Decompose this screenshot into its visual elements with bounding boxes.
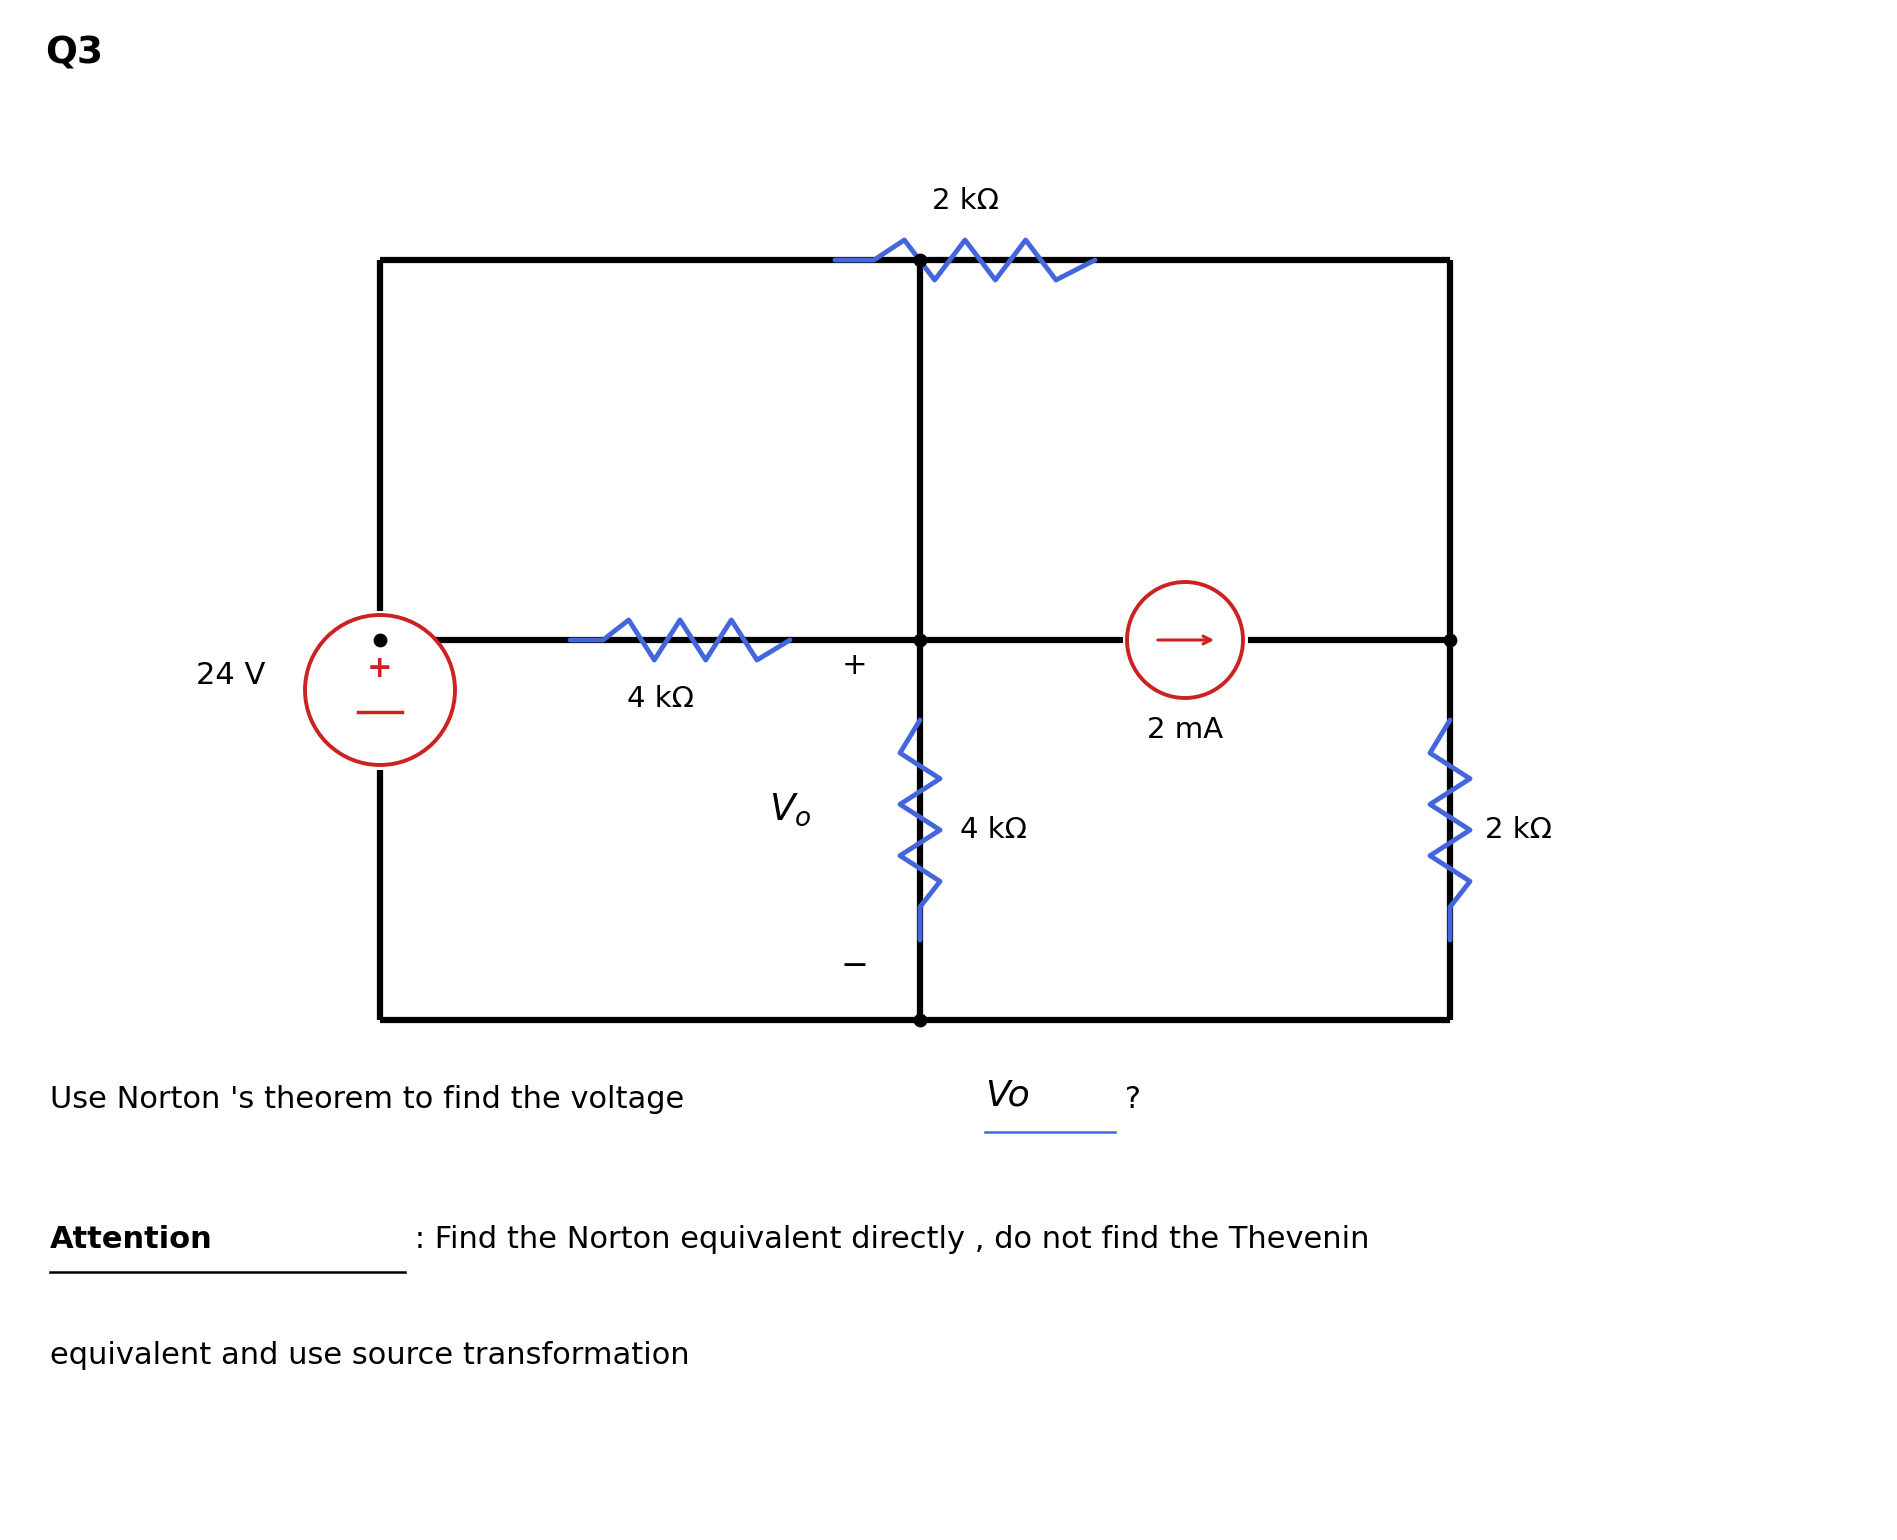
Text: 4 kΩ: 4 kΩ bbox=[960, 816, 1026, 844]
Text: $V_o$: $V_o$ bbox=[768, 792, 812, 829]
Point bbox=[364, 628, 395, 653]
Text: 2 kΩ: 2 kΩ bbox=[931, 186, 998, 216]
Text: −: − bbox=[840, 949, 869, 981]
Point bbox=[905, 248, 935, 273]
Text: 24 V: 24 V bbox=[195, 661, 266, 690]
Text: Vo: Vo bbox=[985, 1078, 1030, 1112]
Text: Attention: Attention bbox=[49, 1226, 212, 1255]
Text: +: + bbox=[368, 653, 393, 682]
Text: ?: ? bbox=[1115, 1086, 1140, 1115]
Point bbox=[905, 1007, 935, 1032]
Text: +: + bbox=[842, 650, 867, 679]
Point bbox=[1434, 628, 1464, 653]
Text: 4 kΩ: 4 kΩ bbox=[626, 685, 694, 713]
Text: : Find the Norton equivalent directly , do not find the Thevenin: : Find the Norton equivalent directly , … bbox=[404, 1226, 1370, 1255]
Text: equivalent and use source transformation: equivalent and use source transformation bbox=[49, 1340, 691, 1369]
Point bbox=[905, 628, 935, 653]
Circle shape bbox=[1127, 582, 1243, 698]
Circle shape bbox=[305, 614, 455, 765]
Text: 2 mA: 2 mA bbox=[1148, 716, 1224, 744]
Text: Use Norton 's theorem to find the voltage: Use Norton 's theorem to find the voltag… bbox=[49, 1086, 694, 1115]
Text: Q3: Q3 bbox=[46, 35, 102, 71]
Text: 2 kΩ: 2 kΩ bbox=[1485, 816, 1552, 844]
